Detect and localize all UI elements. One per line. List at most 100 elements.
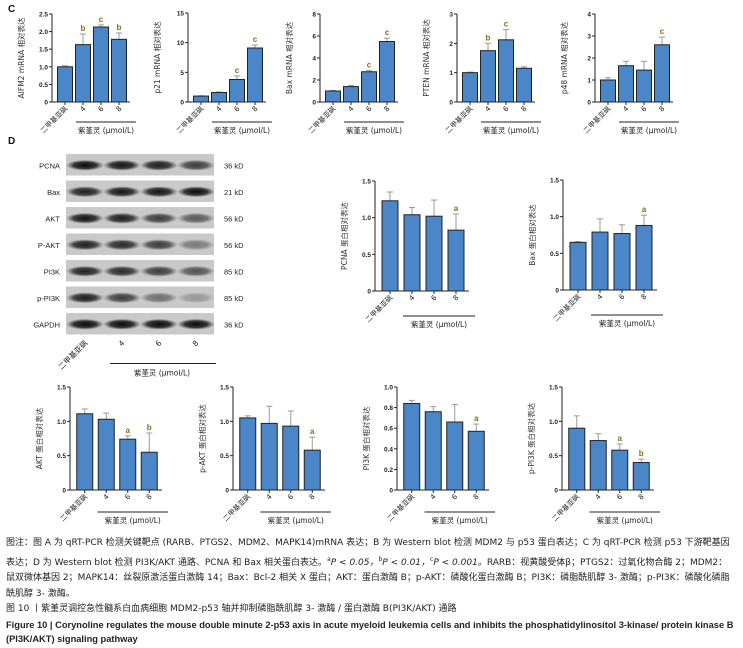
blot-band	[103, 239, 141, 251]
y-tick-label: 1.0	[549, 419, 558, 426]
blot-band	[177, 212, 215, 224]
bar	[211, 92, 227, 103]
y-axis-label: Bax 蛋白相对表达	[527, 204, 537, 266]
y-tick-label: 1.5	[362, 179, 371, 186]
x-tick-label: 8	[308, 493, 317, 502]
y-tick-label: 0	[225, 488, 229, 495]
x-tick-label: 8	[383, 105, 392, 114]
y-tick-label: 1.0	[220, 419, 229, 426]
blot-size-label: 21 kD	[224, 188, 244, 197]
blot-lane-label: 4	[117, 338, 127, 348]
y-axis-label: p-PI3K 蛋白相对表达	[526, 402, 536, 474]
y-tick-label: 1.0	[39, 64, 48, 71]
x-tick-label: 4	[594, 492, 603, 501]
caption-note-1: 图注：图 A 为 qRT-PCR 检测关键靶点 (RARB、PTGS2、MDM2…	[6, 538, 730, 568]
blot-band	[140, 186, 178, 198]
y-tick-label: 6	[312, 34, 316, 41]
significance-label: a	[454, 204, 459, 213]
bar	[379, 41, 395, 103]
y-tick-label: 0.5	[362, 252, 371, 259]
bar	[424, 411, 442, 491]
x-tick-label: 6	[430, 293, 439, 302]
y-tick-label: 1.0	[57, 419, 66, 426]
y-axis-label: p-AKT 蛋白相对表达	[197, 404, 207, 473]
group-label: 紫堇灵 (μmol/L)	[411, 319, 467, 329]
x-tick-label: 4	[408, 293, 417, 302]
blot-row-gapdh: GAPDH 36 kD	[33, 313, 244, 335]
blot-size-label: 56 kD	[224, 241, 244, 250]
y-axis-label: Bax mRNA 相对表达	[284, 21, 294, 94]
group-label: 紫堇灵 (μmol/L)	[597, 515, 653, 525]
group-label: 紫堇灵 (μmol/L)	[483, 125, 539, 135]
x-tick-label: 4	[215, 104, 224, 113]
y-tick-label: 0.5	[39, 82, 48, 89]
y-tick-label: 0.5	[220, 453, 229, 460]
caption-note-2: RARB：视黄酸受体β；PTGS2：过氧化物合酶 2；MDM2：鼠双微体基因 2…	[6, 557, 730, 599]
group-label: 紫堇灵 (μmol/L)	[621, 125, 677, 135]
x-tick-label: 二甲基亚砜	[58, 492, 89, 523]
x-tick-label: 8	[640, 293, 649, 302]
blot-band	[103, 265, 141, 277]
x-tick-label: 4	[484, 104, 493, 113]
blot-size-label: 36 kD	[224, 320, 244, 329]
y-tick-label: 4	[587, 12, 591, 19]
x-tick-label: 8	[115, 105, 124, 114]
blot-band	[140, 292, 178, 304]
bar	[260, 422, 278, 491]
bar	[325, 90, 341, 103]
bar	[516, 67, 532, 103]
significance-label: a	[618, 434, 623, 443]
y-tick-label: 2.0	[39, 29, 48, 36]
blot-band	[66, 239, 104, 251]
y-tick-label: 2	[312, 78, 316, 85]
bar	[480, 50, 496, 103]
y-axis-label: p48 mRNA 相对表达	[559, 21, 569, 94]
y-tick-label: 0.5	[549, 453, 558, 460]
y-tick-label: 0.5	[57, 453, 66, 460]
blot-protein-label: Bax	[47, 188, 60, 197]
blot-size-label: 85 kD	[224, 294, 244, 303]
significance-label: c	[253, 35, 258, 44]
bar	[447, 229, 465, 292]
x-tick-label: 4	[429, 492, 438, 501]
x-tick-label: 4	[347, 104, 356, 113]
blot-lane-label: 8	[191, 338, 201, 348]
x-tick-label: 二甲基亚砜	[38, 104, 69, 135]
bar	[247, 47, 263, 103]
blot-row-p-pi3k: p-PI3K 85 kD	[37, 286, 244, 308]
blot-protein-label: AKT	[45, 214, 60, 223]
y-tick-label: 4	[312, 56, 316, 63]
blot-lane-label: 6	[154, 338, 164, 348]
bar	[343, 86, 359, 103]
bar	[600, 79, 616, 103]
blot-lane-label: 二甲基亚砜	[56, 337, 90, 371]
significance-label: a	[310, 427, 315, 436]
x-tick-label: 6	[450, 492, 459, 501]
y-tick-label: 0.6	[384, 426, 393, 433]
y-axis-label: PTEN mRNA 相对表达	[421, 19, 431, 97]
significance-label: b	[117, 23, 122, 32]
bar	[589, 440, 607, 491]
y-axis-label: PCNA 蛋白相对表达	[339, 202, 349, 270]
significance-label: a	[474, 414, 479, 423]
blot-band	[66, 212, 104, 224]
y-tick-label: 1.0	[384, 385, 393, 392]
x-tick-label: 二甲基亚砜	[443, 104, 474, 135]
significance-label: c	[660, 27, 665, 36]
x-tick-label: 4	[265, 492, 274, 501]
group-label: 紫堇灵 (μmol/L)	[346, 125, 402, 135]
y-tick-label: 0	[389, 488, 393, 495]
y-tick-label: 1.5	[39, 47, 48, 54]
x-tick-label: 二甲基亚砜	[174, 104, 205, 135]
blot-size-label: 56 kD	[224, 214, 244, 223]
x-tick-label: 二甲基亚砜	[550, 492, 581, 523]
bar	[140, 451, 158, 491]
bar	[76, 413, 94, 491]
group-label: 紫堇灵 (μmol/L)	[134, 368, 190, 378]
blot-size-label: 85 kD	[224, 267, 244, 276]
blot-band	[177, 265, 215, 277]
